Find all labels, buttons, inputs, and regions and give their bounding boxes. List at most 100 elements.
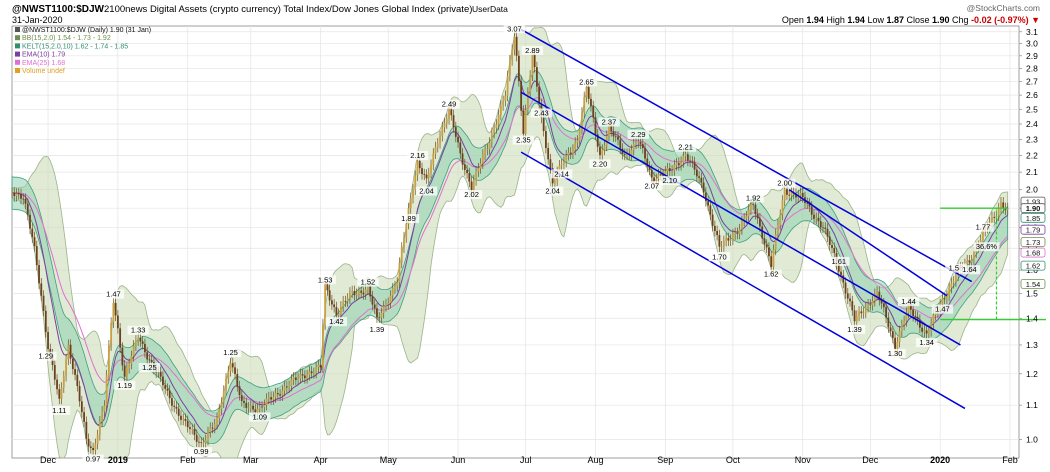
point-label: 1.34 xyxy=(919,338,934,347)
price-candle xyxy=(950,283,953,288)
price-tag-label: 1.85 xyxy=(1026,214,1041,223)
price-candle xyxy=(592,106,595,118)
price-candle xyxy=(680,162,682,166)
point-label-bg xyxy=(828,256,850,266)
price-candle xyxy=(89,446,92,449)
price-candle xyxy=(414,175,417,190)
y-tick-label: 2.2 xyxy=(1026,150,1038,160)
price-tag xyxy=(1020,279,1046,289)
price-candle xyxy=(520,81,523,111)
price-candle xyxy=(306,375,309,379)
price-candle xyxy=(993,217,996,218)
price-candle xyxy=(279,394,281,396)
price-candle xyxy=(684,154,687,156)
legend-swatch xyxy=(15,59,20,65)
point-label-bg xyxy=(915,338,938,348)
price-candle xyxy=(15,193,18,197)
price-candle xyxy=(885,307,887,318)
price-candle xyxy=(702,182,705,193)
price-candle xyxy=(53,365,56,380)
y-tick-label: 2.1 xyxy=(1026,167,1038,177)
point-label: 1.62 xyxy=(764,270,779,279)
price-candle xyxy=(105,375,108,406)
point-label: 1.09 xyxy=(253,412,268,421)
price-candle xyxy=(130,356,133,364)
point-label-bg xyxy=(627,129,649,139)
price-candle xyxy=(222,390,225,403)
price-candle xyxy=(157,371,160,373)
price-candle xyxy=(184,418,187,421)
price-candle xyxy=(727,238,730,241)
price-candle xyxy=(412,189,414,199)
price-candle xyxy=(427,173,430,179)
price-candle xyxy=(497,114,500,125)
price-candle xyxy=(450,109,453,116)
price-candle xyxy=(321,324,324,368)
price-candle xyxy=(1006,208,1009,210)
price-tag-label: 1.68 xyxy=(1026,249,1041,258)
point-label: 1.42 xyxy=(329,317,344,326)
price-candle xyxy=(225,378,227,391)
price-candle xyxy=(180,415,182,420)
price-candle xyxy=(952,281,955,284)
price-candle xyxy=(973,252,975,261)
price-candle xyxy=(468,173,471,182)
price-candle xyxy=(545,131,547,149)
price-candle xyxy=(968,260,971,263)
price-candle xyxy=(982,230,984,241)
price-candle xyxy=(475,171,477,181)
price-candle xyxy=(94,443,97,451)
price-candle xyxy=(247,407,250,409)
price-candle xyxy=(258,406,261,409)
price-candle xyxy=(358,290,360,294)
price-candle xyxy=(909,303,912,310)
point-label: 2.14 xyxy=(554,169,569,178)
price-candle xyxy=(83,412,85,422)
price-candle xyxy=(731,234,734,240)
price-candle xyxy=(238,386,241,396)
price-candle xyxy=(619,139,622,149)
price-candle xyxy=(371,296,374,305)
price-candle xyxy=(378,317,381,319)
price-candle xyxy=(583,96,586,113)
price-candle xyxy=(815,217,818,219)
price-candle xyxy=(526,92,529,111)
price-candle xyxy=(493,128,495,133)
price-tag-label: 1.73 xyxy=(1026,238,1041,247)
price-candle xyxy=(572,149,574,154)
price-candle xyxy=(299,374,302,379)
price-candle xyxy=(578,129,581,141)
price-candle xyxy=(923,330,926,332)
price-candle xyxy=(536,67,538,87)
price-candle xyxy=(56,379,58,390)
price-candle xyxy=(159,371,162,377)
price-candle xyxy=(826,228,829,237)
price-candle xyxy=(349,292,351,299)
price-candle xyxy=(511,49,514,61)
point-label: 1.47 xyxy=(106,290,121,299)
price-candle xyxy=(204,440,207,443)
price-candle xyxy=(716,231,719,236)
price-candle xyxy=(477,168,480,172)
point-label-bg xyxy=(219,348,242,358)
price-candle xyxy=(542,117,545,132)
price-candle xyxy=(878,291,881,301)
legend-entry: @NWST1100:$DJW (Daily) 1.90 (31 Jan) xyxy=(22,27,151,34)
price-candle xyxy=(844,282,847,294)
price-candle xyxy=(195,434,198,442)
price-candle xyxy=(42,295,45,311)
right-tags: 1.931.901.85 1.79 1.73 1.68 1.62 1.54 xyxy=(1020,196,1046,289)
point-label-bg xyxy=(190,447,212,457)
price-candle xyxy=(252,405,254,410)
price-candle xyxy=(795,193,797,198)
label-layer: 1.29 1.11 0.97 1.47 1.19 1.33 1.25 0.99 1.25 1.09… xyxy=(35,24,1000,464)
price-candle xyxy=(432,153,435,165)
price-candle xyxy=(40,283,43,296)
price-candle xyxy=(594,117,597,135)
price-candle xyxy=(738,229,741,234)
price-candle xyxy=(17,193,20,195)
gain-percent-label: 36.6% xyxy=(976,242,998,251)
price-candle xyxy=(261,406,263,408)
price-candle xyxy=(281,390,284,396)
price-candle xyxy=(385,304,387,307)
